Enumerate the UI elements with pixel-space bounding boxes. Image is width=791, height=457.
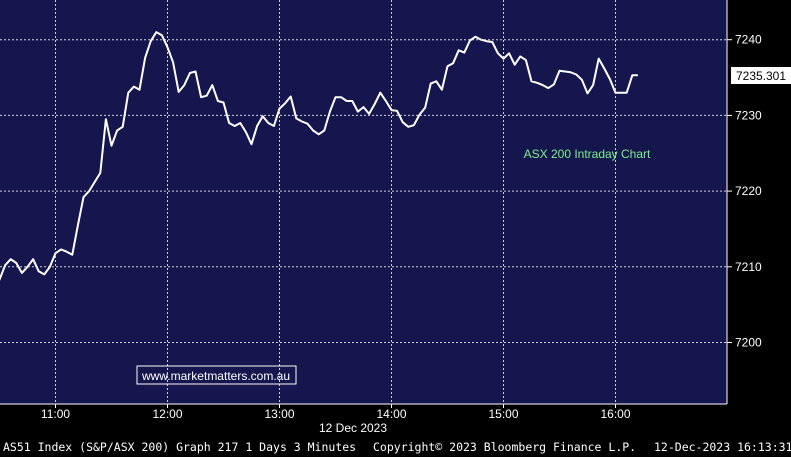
- watermark-text: www.marketmatters.com.au: [141, 369, 290, 383]
- footer-bar: AS51 Index (S&P/ASX 200) Graph 217 1 Day…: [0, 437, 791, 457]
- chart-title: ASX 200 Intraday Chart: [524, 147, 651, 161]
- footer-copyright: Copyright© 2023 Bloomberg Finance L.P.: [373, 440, 637, 454]
- footer-security-info: AS51 Index (S&P/ASX 200) Graph 217 1 Day…: [3, 440, 357, 454]
- last-value-box: [731, 67, 791, 84]
- x-tick-label-11:00: 11:00: [41, 407, 70, 421]
- x-tick-label-13:00: 13:00: [264, 407, 294, 421]
- y-tick-label-7200: 7200: [735, 336, 762, 350]
- x-axis-ticks: 11:00 12:00 13:00 14:00 15:00 16:00: [41, 404, 631, 421]
- y-tick-label-7220: 7220: [735, 184, 762, 198]
- footer-timestamp: 12-Dec-2023 16:13:31: [654, 440, 791, 454]
- x-tick-label-15:00: 15:00: [488, 407, 518, 421]
- x-tick-label-14:00: 14:00: [376, 407, 406, 421]
- last-value-label: 7235.301: [736, 69, 786, 83]
- y-tick-label-7210: 7210: [735, 260, 762, 274]
- watermark: www.marketmatters.com.au: [136, 365, 297, 385]
- watermark-box: [136, 365, 297, 385]
- last-value-marker: 7235.301: [731, 67, 791, 84]
- plot-area: [0, 0, 727, 404]
- y-tick-label-7240: 7240: [735, 33, 762, 47]
- x-tick-label-16:00: 16:00: [600, 407, 630, 421]
- x-axis-date-label: 12 Dec 2023: [319, 421, 387, 435]
- series-line-asx200: [0, 31, 638, 281]
- y-tick-label-7230: 7230: [735, 108, 762, 122]
- y-axis-ticks: 7200 7210 7220 7230 7240: [727, 33, 762, 350]
- gridlines: [0, 0, 727, 404]
- x-tick-label-12:00: 12:00: [152, 407, 182, 421]
